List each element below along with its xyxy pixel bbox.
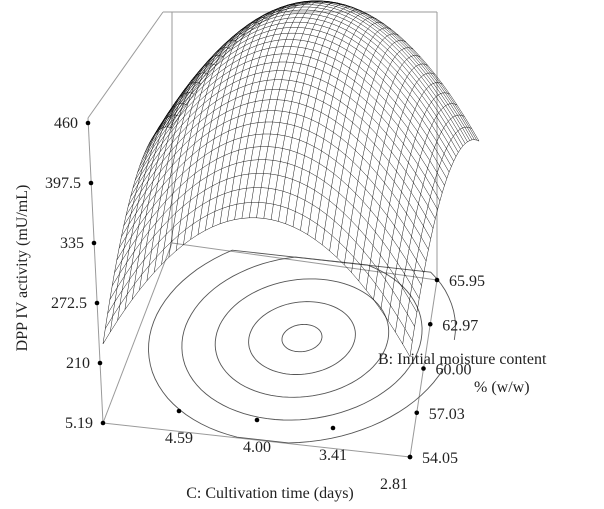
mesh-line-b: [197, 17, 268, 235]
z-tick-label: 210: [66, 355, 90, 372]
z-tick-mark: [85, 120, 91, 126]
mesh-line-c: [167, 0, 475, 140]
z-tick-label: 397.5: [45, 175, 81, 192]
mesh-line-b: [248, 0, 319, 218]
c-tick-label: 4.59: [165, 430, 193, 447]
mesh-line-c: [114, 146, 422, 286]
c-tick-label: 3.41: [319, 447, 347, 464]
contour-ring-2: [248, 301, 356, 375]
c-axis-ticks: 4.59 4.00 3.41 2.81: [165, 408, 413, 493]
mesh-line-b: [365, 72, 436, 291]
z-tick-mark: [91, 240, 97, 246]
mesh-line-c: [128, 79, 436, 219]
c-tick-mark: [176, 408, 182, 414]
z-tick-mark: [100, 420, 106, 426]
b-tick-mark: [434, 277, 440, 283]
mesh-line-b: [351, 55, 421, 273]
mesh-line-c: [123, 99, 431, 239]
mesh-line-b: [387, 103, 458, 321]
mesh-line-c: [107, 187, 415, 327]
z-tick-label: 272.5: [51, 295, 87, 312]
b-axis-ticks: 54.05 57.03 60.00 62.97 65.95: [407, 273, 485, 467]
b-axis-label-line1: B: Initial moisture content: [378, 351, 547, 368]
z-tick-mark: [94, 300, 100, 306]
contour-ring-3: [214, 278, 390, 398]
mesh-line-c: [146, 21, 454, 162]
surface-mesh: [102, 0, 480, 357]
box-edge-left-vertical: [87, 117, 104, 424]
z-axis-ticks: 460 397.5 335 272.5 210 5.19: [45, 115, 106, 432]
mesh-line-c: [171, 1, 480, 142]
c-tick-label: 4.00: [243, 439, 271, 456]
z-tick-label: 460: [54, 115, 78, 132]
z-tick-label: 335: [60, 235, 84, 252]
z-tick-label: 5.19: [65, 415, 93, 432]
b-tick-mark: [414, 410, 420, 416]
b-tick-mark: [427, 321, 433, 327]
contour-ring-4: [181, 256, 423, 421]
b-tick-mark: [421, 366, 426, 371]
mesh-line-c: [102, 217, 411, 357]
mesh-line-c: [135, 53, 443, 194]
box-edge-floor-back-right: [171, 242, 438, 281]
plot-box: [87, 11, 438, 458]
mesh-line-c: [158, 4, 466, 144]
mesh-line-c: [109, 173, 418, 313]
z-tick-mark: [97, 360, 103, 366]
mesh-line-c: [141, 32, 450, 173]
mesh-line-c: [148, 17, 457, 157]
mesh-line-b: [227, 4, 297, 222]
b-tick-label: 60.00: [436, 362, 472, 379]
mesh-line-b: [336, 40, 406, 258]
mesh-line-c: [116, 133, 424, 274]
mesh-line-b: [292, 9, 363, 227]
b-tick-label: 57.03: [429, 406, 465, 423]
mesh-line-c: [153, 9, 461, 150]
mesh-line-c: [118, 121, 427, 262]
mesh-line-c: [132, 61, 441, 202]
contour-lines: [148, 249, 456, 444]
mesh-line-c: [162, 1, 470, 141]
box-edge-left-top: [87, 11, 164, 119]
z-axis-label: DPP IV activity (mU/mL): [14, 185, 31, 352]
mesh-line-c: [105, 202, 413, 342]
mesh-line-c: [130, 70, 438, 210]
contour-ring-5: [148, 249, 456, 444]
mesh-line-c: [169, 0, 477, 141]
box-edge-floor-front-c: [102, 422, 411, 458]
mesh-line-b: [285, 6, 355, 224]
b-axis-label-line2: % (w/w): [474, 379, 530, 396]
mesh-line-c: [144, 27, 452, 167]
mesh-line-c: [164, 0, 473, 140]
b-tick-label: 65.95: [449, 273, 485, 290]
b-tick-label: 62.97: [442, 317, 478, 334]
b-tick-mark: [407, 454, 413, 460]
b-tick-label: 54.05: [422, 450, 458, 467]
mesh-line-c: [137, 46, 445, 186]
mesh-line-c: [112, 159, 420, 299]
c-tick-mark: [330, 425, 336, 431]
z-tick-mark: [88, 180, 94, 186]
mesh-line-c: [125, 89, 434, 229]
c-tick-label: 2.81: [380, 476, 408, 493]
box-edge-floor-back-left: [102, 242, 173, 424]
mesh-line-c: [121, 110, 429, 250]
c-axis-label: C: Cultivation time (days): [186, 485, 354, 502]
mesh-line-b: [395, 114, 465, 333]
mesh-line-c: [160, 2, 468, 142]
contour-ring-1: [281, 323, 323, 353]
c-tick-mark: [254, 417, 260, 423]
